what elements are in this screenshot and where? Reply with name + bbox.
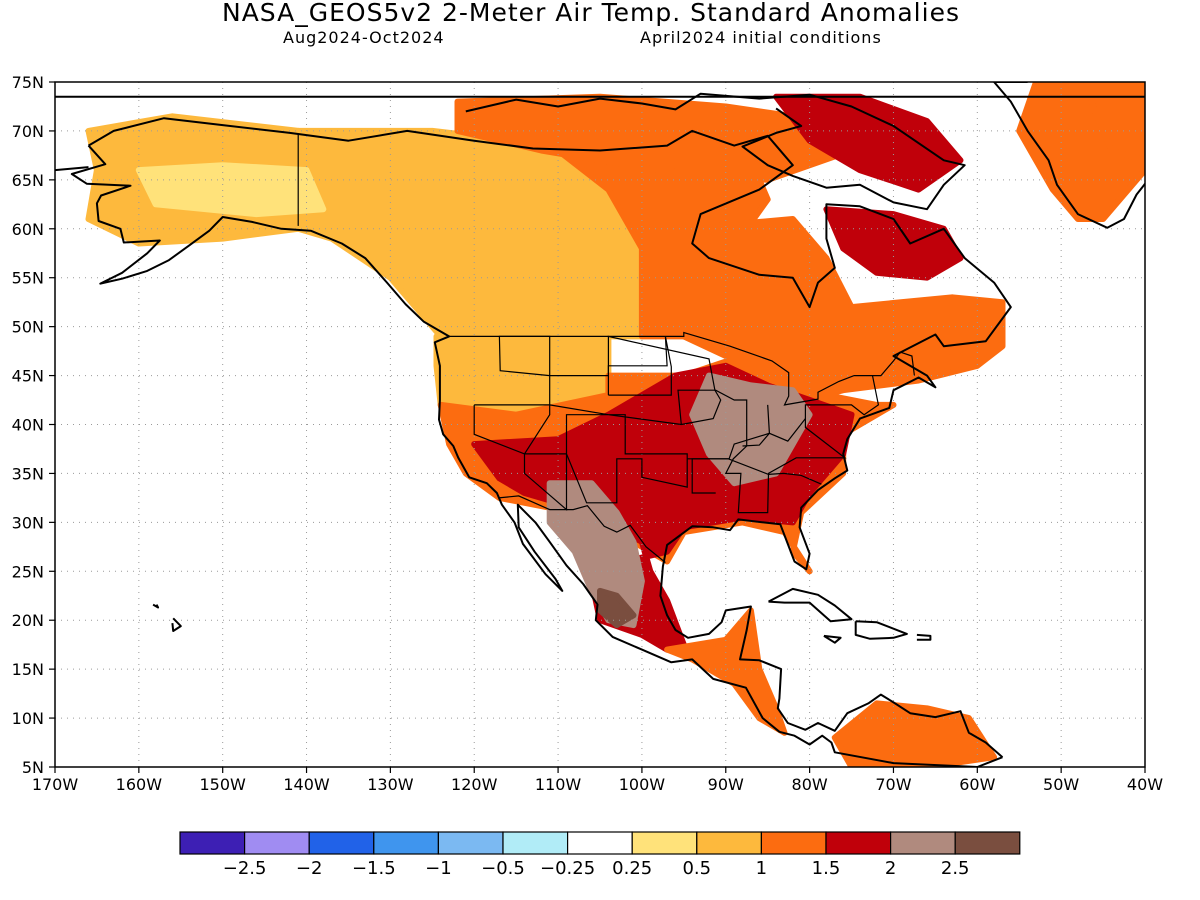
lat-tick-label: 60N bbox=[12, 220, 44, 239]
legend-swatch bbox=[696, 831, 762, 855]
legend-label: −1 bbox=[425, 858, 452, 879]
lon-tick-label: 40W bbox=[1127, 775, 1163, 794]
lon-tick-label: 140W bbox=[283, 775, 330, 794]
forecast-period: Aug2024-Oct2024 bbox=[283, 28, 445, 47]
anomaly-region-arctic-islands bbox=[454, 93, 855, 183]
legend-swatch bbox=[631, 831, 698, 855]
coastline bbox=[916, 633, 932, 641]
legend-label: −0.25 bbox=[540, 858, 595, 879]
legend-label: 2 bbox=[885, 858, 896, 879]
lon-tick-label: 100W bbox=[619, 775, 666, 794]
coastline bbox=[70, 144, 1003, 767]
anomaly-region-central-america bbox=[664, 607, 788, 736]
legend-swatch bbox=[502, 831, 569, 855]
lon-tick-label: 130W bbox=[367, 775, 414, 794]
lat-tick-label: 20N bbox=[12, 611, 44, 630]
anomaly-region-venezuela bbox=[831, 700, 998, 767]
lat-tick-label: 70N bbox=[12, 122, 44, 141]
boundary-line bbox=[742, 404, 771, 447]
lat-tick-label: 10N bbox=[12, 709, 44, 728]
legend-label: 1 bbox=[756, 858, 767, 879]
map-title: NASA_GEOS5v2 2-Meter Air Temp. Standard … bbox=[222, 0, 960, 27]
legend-swatch bbox=[566, 831, 633, 855]
coastline bbox=[993, 82, 1145, 229]
anomaly-region-midwest-brown bbox=[689, 372, 813, 487]
lon-tick-label: 150W bbox=[200, 775, 247, 794]
lon-tick-label: 90W bbox=[708, 775, 744, 794]
legend-swatch bbox=[825, 831, 892, 855]
lat-tick-label: 75N bbox=[12, 73, 44, 92]
anomaly-region-labrador-north bbox=[823, 206, 964, 281]
lat-tick-label: 30N bbox=[12, 513, 44, 532]
anomaly-region-yukon-cool bbox=[135, 162, 327, 218]
boundary-line bbox=[498, 495, 666, 563]
legend-label: 2.5 bbox=[941, 858, 970, 879]
lat-tick-label: 40N bbox=[12, 416, 44, 435]
lon-tick-label: 160W bbox=[116, 775, 163, 794]
coastline bbox=[768, 587, 853, 623]
plot-area bbox=[54, 81, 1146, 768]
legend-label: −2.5 bbox=[223, 858, 267, 879]
coastline bbox=[171, 617, 182, 632]
boundary-line bbox=[607, 336, 672, 396]
lat-tick-label: 35N bbox=[12, 464, 44, 483]
longitude-axis: 170W 160W 150W 140W 130W 120W 110W 100W 90W 80W 70… bbox=[32, 767, 1163, 794]
boundary-line bbox=[677, 375, 880, 514]
coastline bbox=[854, 620, 908, 640]
lon-tick-label: 110W bbox=[535, 775, 582, 794]
lat-tick-label: 55N bbox=[12, 269, 44, 288]
legend-swatch bbox=[954, 831, 1021, 855]
legend-label: −1.5 bbox=[352, 858, 396, 879]
coastlines bbox=[55, 82, 1145, 767]
initial-conditions: April2024 initial conditions bbox=[640, 28, 882, 47]
lon-tick-label: 60W bbox=[959, 775, 995, 794]
coastline bbox=[465, 92, 966, 211]
boundary-line bbox=[473, 335, 722, 511]
boundary-line bbox=[691, 418, 806, 494]
lat-tick-label: 45N bbox=[12, 367, 44, 386]
lon-tick-label: 80W bbox=[792, 775, 828, 794]
lon-tick-label: 50W bbox=[1043, 775, 1079, 794]
legend-label: 1.5 bbox=[812, 858, 841, 879]
coastline bbox=[87, 117, 1012, 758]
anomaly-region-baffin bbox=[773, 93, 964, 193]
lat-tick-label: 65N bbox=[12, 171, 44, 190]
coastline bbox=[823, 634, 842, 644]
legend-swatch bbox=[760, 831, 827, 855]
coastline bbox=[152, 603, 160, 609]
lon-tick-label: 70W bbox=[875, 775, 911, 794]
anomaly-region-greenland-cool bbox=[1083, 82, 1145, 164]
legend-swatch bbox=[308, 831, 375, 855]
legend-label: 0.5 bbox=[682, 858, 711, 879]
legend-swatch bbox=[244, 831, 310, 855]
legend-swatch bbox=[373, 831, 439, 855]
legend-swatch bbox=[889, 831, 956, 855]
lat-tick-label: 50N bbox=[12, 318, 44, 337]
legend-swatch bbox=[179, 831, 246, 855]
lat-tick-label: 25N bbox=[12, 562, 44, 581]
lon-tick-label: 120W bbox=[451, 775, 498, 794]
legend-label: −0.5 bbox=[481, 858, 525, 879]
legend-label: −2 bbox=[296, 858, 323, 879]
lat-tick-label: 5N bbox=[22, 758, 44, 777]
lon-tick-label: 170W bbox=[32, 775, 79, 794]
color-legend: −2.5 −2 −1.5 −1 −0.5 −0.25 0.25 0.5 1 1.5 2 2.5 bbox=[179, 831, 1021, 879]
lat-tick-label: 15N bbox=[12, 660, 44, 679]
legend-label: 0.25 bbox=[612, 858, 652, 879]
latitude-axis: 75N 70N 65N 60N 55N 50N 45N 40N 35N 30N 25N 20N 15N 1… bbox=[12, 73, 55, 777]
legend-swatch bbox=[437, 831, 504, 855]
coastline bbox=[55, 166, 89, 172]
